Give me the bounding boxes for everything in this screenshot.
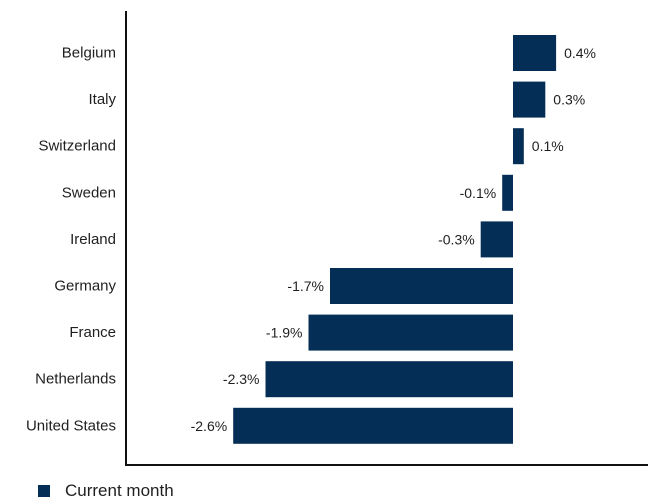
category-labels-group: Belgium Italy Switzerland Sweden Ireland Germ… [26,45,117,435]
bar-germany [330,268,513,304]
bars-group [233,35,557,444]
category-label: Ireland [70,231,116,248]
bar-netherlands [265,361,513,398]
bar-ireland [480,221,513,258]
data-label: -0.1% [460,185,497,201]
data-label: -2.6% [191,418,228,434]
data-label: 0.3% [553,92,585,108]
category-label: Sweden [62,184,116,201]
category-label: Italy [88,91,116,108]
category-label: Netherlands [35,371,116,388]
legend-swatch [38,485,50,497]
category-label: France [69,324,116,341]
data-label: -2.3% [223,371,260,387]
category-label: United States [26,417,116,434]
data-label: -1.7% [287,278,324,294]
bar-france [308,314,513,351]
data-labels-group: 0.4% 0.3% 0.1% -0.1% -0.3% -1.7% -1.9% -2.3% -2.… [191,45,596,434]
data-label: -1.9% [266,325,303,341]
category-label: Germany [54,278,116,295]
bar-united-states [233,407,513,444]
category-label: Belgium [62,45,116,62]
data-label: -0.3% [438,231,475,247]
data-label: 0.4% [564,45,596,61]
category-label: Switzerland [38,138,116,155]
bar-italy [513,81,546,118]
bar-sweden [502,174,513,211]
legend-label: Current month [65,481,174,500]
legend: Current month [38,480,174,502]
bar-belgium [513,35,557,71]
bar-switzerland [513,128,524,165]
data-label: 0.1% [532,138,564,154]
